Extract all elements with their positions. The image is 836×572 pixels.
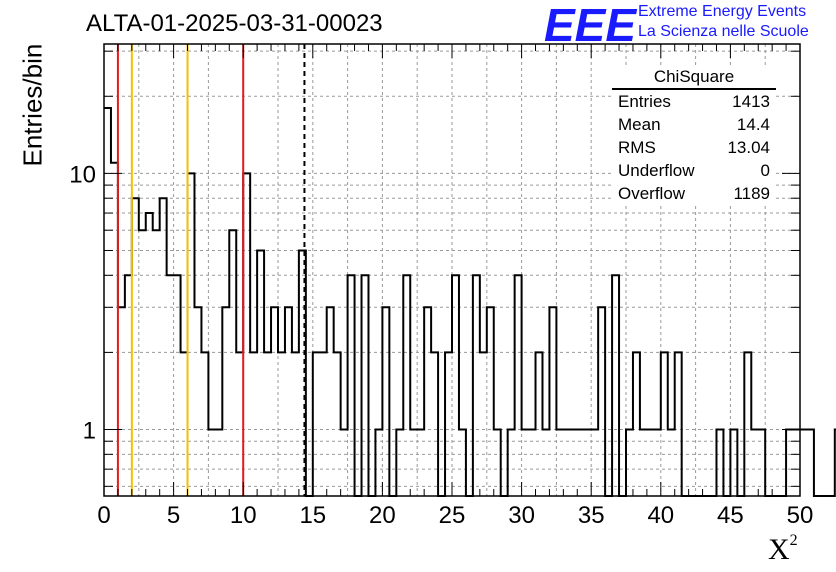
histogram-outline xyxy=(104,106,836,497)
y-tick-label: 10 xyxy=(69,161,96,188)
stats-row-mean: Mean 14.4 xyxy=(612,113,776,136)
x-axis-label: X2 xyxy=(768,532,798,567)
stats-box: ChiSquare Entries 1413 Mean 14.4 RMS 13.04 … xyxy=(612,66,776,205)
x-tick-label: 20 xyxy=(369,502,396,529)
stats-value: 1189 xyxy=(733,184,770,203)
x-tick-label: 10 xyxy=(230,502,257,529)
x-axis-label-superscript: 2 xyxy=(789,532,798,549)
x-tick-label: 0 xyxy=(97,502,110,529)
stats-label: Overflow xyxy=(618,184,686,203)
stats-row-rms: RMS 13.04 xyxy=(612,136,776,159)
x-tick-label: 50 xyxy=(787,502,814,529)
x-tick-label: 30 xyxy=(508,502,535,529)
stats-label: Entries xyxy=(618,92,671,111)
stats-row-overflow: Overflow 1189 xyxy=(612,182,776,205)
x-tick-label: 35 xyxy=(578,502,605,529)
run-title: ALTA-01-2025-03-31-00023 xyxy=(86,10,383,37)
x-tick-label: 25 xyxy=(439,502,466,529)
x-axis-label-base: X xyxy=(768,533,790,566)
x-tick-label: 5 xyxy=(167,502,180,529)
stats-value: 1413 xyxy=(732,92,770,111)
stats-title: ChiSquare xyxy=(612,66,776,90)
stats-label: Underflow xyxy=(618,161,695,180)
org-name-line2: La Scienza nelle Scuole xyxy=(638,23,809,40)
y-axis-label: Entries/bin xyxy=(17,43,48,167)
x-tick-label: 15 xyxy=(299,502,326,529)
eee-logo: EEE xyxy=(544,0,637,51)
stats-row-entries: Entries 1413 xyxy=(612,90,776,113)
x-tick-label: 45 xyxy=(717,502,744,529)
x-tick-label: 40 xyxy=(647,502,674,529)
stats-label: RMS xyxy=(618,138,656,157)
stats-value: 0 xyxy=(760,161,770,180)
stats-row-underflow: Underflow 0 xyxy=(612,159,776,182)
stats-label: Mean xyxy=(618,115,661,134)
org-name-line1: Extreme Energy Events xyxy=(638,3,807,20)
stats-value: 13.04 xyxy=(727,138,770,157)
y-tick-label: 1 xyxy=(83,418,96,445)
stats-value: 14.4 xyxy=(736,115,770,134)
